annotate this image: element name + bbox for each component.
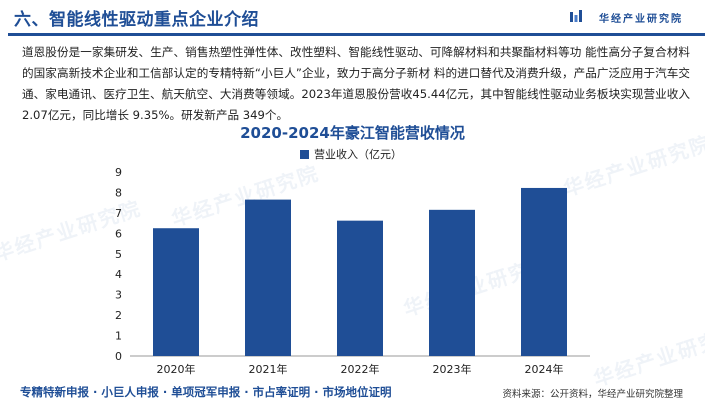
footer-source: 资料来源：公开资料，华经产业研究院整理: [502, 389, 683, 400]
page-title: 六、智能线性驱动重点企业介绍: [14, 10, 259, 30]
chart-title: 2020-2024年豪江智能营收情况: [240, 124, 465, 142]
y-tick-label: 9: [115, 166, 122, 179]
y-tick-label: 8: [115, 186, 122, 199]
x-tick-label: 2023年: [433, 362, 472, 376]
y-tick-label: 5: [115, 248, 122, 261]
x-tick-label: 2020年: [157, 362, 196, 376]
footer-services: 专精特新申报 · 小巨人申报 · 单项冠军申报 · 市占率证明 · 市场地位证明: [20, 385, 392, 399]
legend-label: 营业收入（亿元）: [314, 148, 402, 161]
bar: [429, 209, 475, 356]
y-tick-label: 7: [115, 207, 122, 220]
y-tick-label: 4: [115, 268, 122, 281]
y-tick-label: 3: [115, 289, 122, 302]
x-tick-label: 2021年: [249, 362, 288, 376]
brand-logo-icon: [570, 10, 582, 22]
y-tick-label: 0: [115, 350, 122, 363]
x-tick-label: 2022年: [341, 362, 380, 376]
header-divider: [8, 33, 705, 36]
bar: [521, 187, 567, 356]
y-tick-label: 1: [115, 330, 122, 343]
bar: [245, 199, 291, 356]
legend-swatch: [300, 149, 309, 159]
brand-name: 华经产业研究院: [599, 14, 683, 25]
company-description: 道恩股份是一家集研发、生产、销售热塑性弹性体、改性塑料、智能线性驱动、可降解材料…: [22, 45, 690, 122]
x-tick-label: 2024年: [525, 362, 564, 376]
header: 六、智能线性驱动重点企业介绍 华经产业研究院: [0, 0, 705, 36]
bar: [337, 220, 383, 356]
bar: [153, 228, 199, 356]
y-tick-label: 6: [115, 227, 122, 240]
chart-legend: 营业收入（亿元）: [300, 147, 402, 161]
y-tick-label: 2: [115, 309, 122, 322]
